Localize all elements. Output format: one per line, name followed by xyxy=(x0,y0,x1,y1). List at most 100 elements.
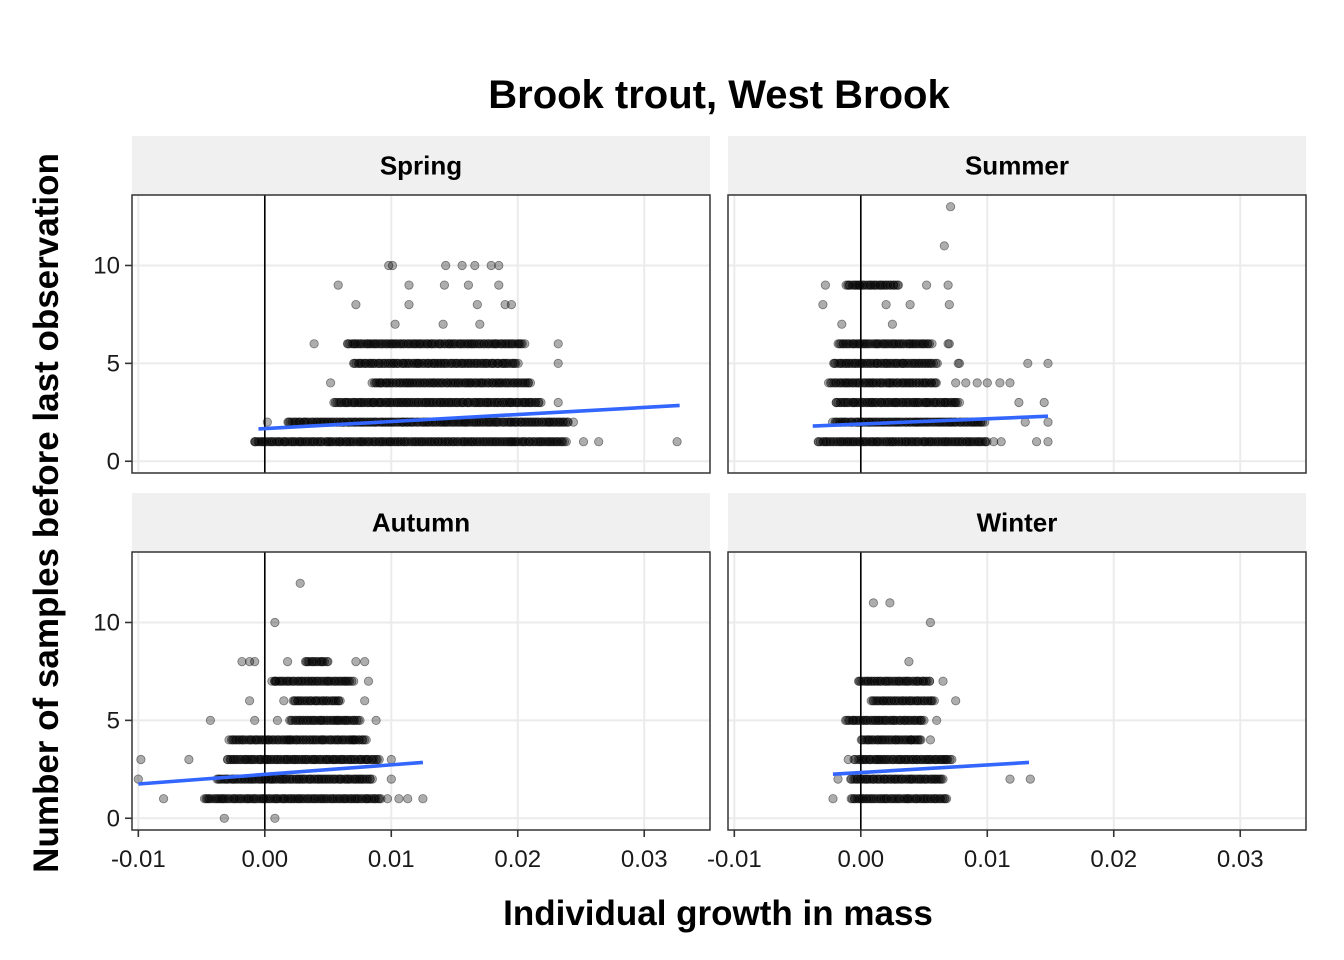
chart-title: Brook trout, West Brook xyxy=(488,73,950,117)
data-point xyxy=(818,437,828,447)
data-point xyxy=(523,378,533,388)
data-point xyxy=(500,339,510,349)
data-point xyxy=(454,339,464,349)
data-point xyxy=(522,417,532,427)
data-point xyxy=(386,774,396,784)
data-point xyxy=(450,339,460,349)
data-point xyxy=(400,358,410,368)
data-point xyxy=(475,378,485,388)
data-point xyxy=(515,378,525,388)
data-point xyxy=(267,437,277,447)
data-point xyxy=(329,397,339,408)
data-point xyxy=(495,339,505,349)
data-point xyxy=(483,339,493,349)
data-point xyxy=(385,397,395,408)
data-point xyxy=(494,358,504,368)
data-point xyxy=(349,339,360,349)
data-point xyxy=(378,339,388,349)
data-point xyxy=(506,417,516,427)
data-point xyxy=(482,358,492,368)
data-point xyxy=(428,358,438,368)
data-point xyxy=(513,358,523,368)
data-point xyxy=(389,437,400,447)
data-point xyxy=(367,437,377,447)
trend-line xyxy=(258,403,680,431)
data-point xyxy=(404,358,414,368)
x-tick-label: 0.00 xyxy=(241,846,288,873)
data-point xyxy=(531,397,541,408)
data-point xyxy=(377,378,388,388)
data-point xyxy=(874,437,885,447)
data-point xyxy=(398,358,409,368)
data-point xyxy=(429,339,439,349)
data-point xyxy=(550,437,561,447)
data-point xyxy=(415,437,425,447)
data-point xyxy=(258,437,268,447)
data-point xyxy=(304,437,315,447)
data-point xyxy=(348,358,359,368)
data-point xyxy=(406,397,416,408)
data-point xyxy=(514,339,525,349)
data-point xyxy=(348,735,358,745)
data-point xyxy=(881,299,891,310)
data-point xyxy=(488,378,498,388)
data-point xyxy=(412,378,422,388)
data-point xyxy=(426,358,437,368)
data-point xyxy=(435,339,445,349)
data-point xyxy=(447,397,457,408)
data-point xyxy=(439,358,450,368)
data-point xyxy=(279,437,289,447)
data-point xyxy=(341,437,351,447)
data-point xyxy=(302,437,313,447)
data-point xyxy=(432,437,443,447)
data-point xyxy=(348,397,358,408)
data-point xyxy=(505,437,515,447)
data-point xyxy=(544,437,555,447)
data-point xyxy=(449,437,460,447)
data-point xyxy=(843,437,853,447)
data-point xyxy=(421,437,431,447)
data-point xyxy=(406,358,416,368)
data-point xyxy=(475,319,485,329)
data-point xyxy=(433,437,443,447)
data-point xyxy=(464,339,475,349)
x-tick-label: 0.00 xyxy=(837,846,884,873)
data-point xyxy=(323,656,333,667)
data-point xyxy=(524,417,534,427)
data-point xyxy=(374,437,384,447)
data-point xyxy=(352,397,363,408)
data-point xyxy=(309,437,319,447)
data-point xyxy=(933,437,944,447)
data-point xyxy=(536,437,547,447)
data-point xyxy=(926,437,936,447)
data-point xyxy=(842,397,853,408)
data-point xyxy=(437,437,447,447)
data-point xyxy=(438,358,448,368)
data-point xyxy=(913,437,923,447)
data-point xyxy=(405,378,415,388)
data-point xyxy=(335,397,346,408)
data-point xyxy=(219,813,229,823)
y-tick-label: 0 xyxy=(107,448,120,475)
data-point xyxy=(492,397,503,408)
data-point xyxy=(476,358,486,368)
data-point xyxy=(483,378,493,388)
data-point xyxy=(460,378,470,388)
data-point xyxy=(476,397,486,408)
data-point xyxy=(466,358,477,368)
data-point xyxy=(399,378,410,388)
x-axis-title: Individual growth in mass xyxy=(503,894,933,933)
data-point xyxy=(330,397,340,408)
data-point xyxy=(482,339,492,349)
data-point xyxy=(820,280,831,290)
data-point xyxy=(528,437,538,447)
data-point xyxy=(359,397,370,408)
data-point xyxy=(513,378,523,388)
data-point xyxy=(481,378,491,388)
data-point xyxy=(556,437,567,447)
data-point xyxy=(393,358,404,368)
data-point xyxy=(380,437,390,447)
data-point xyxy=(868,437,879,447)
data-point xyxy=(867,397,877,408)
data-point xyxy=(184,754,194,765)
